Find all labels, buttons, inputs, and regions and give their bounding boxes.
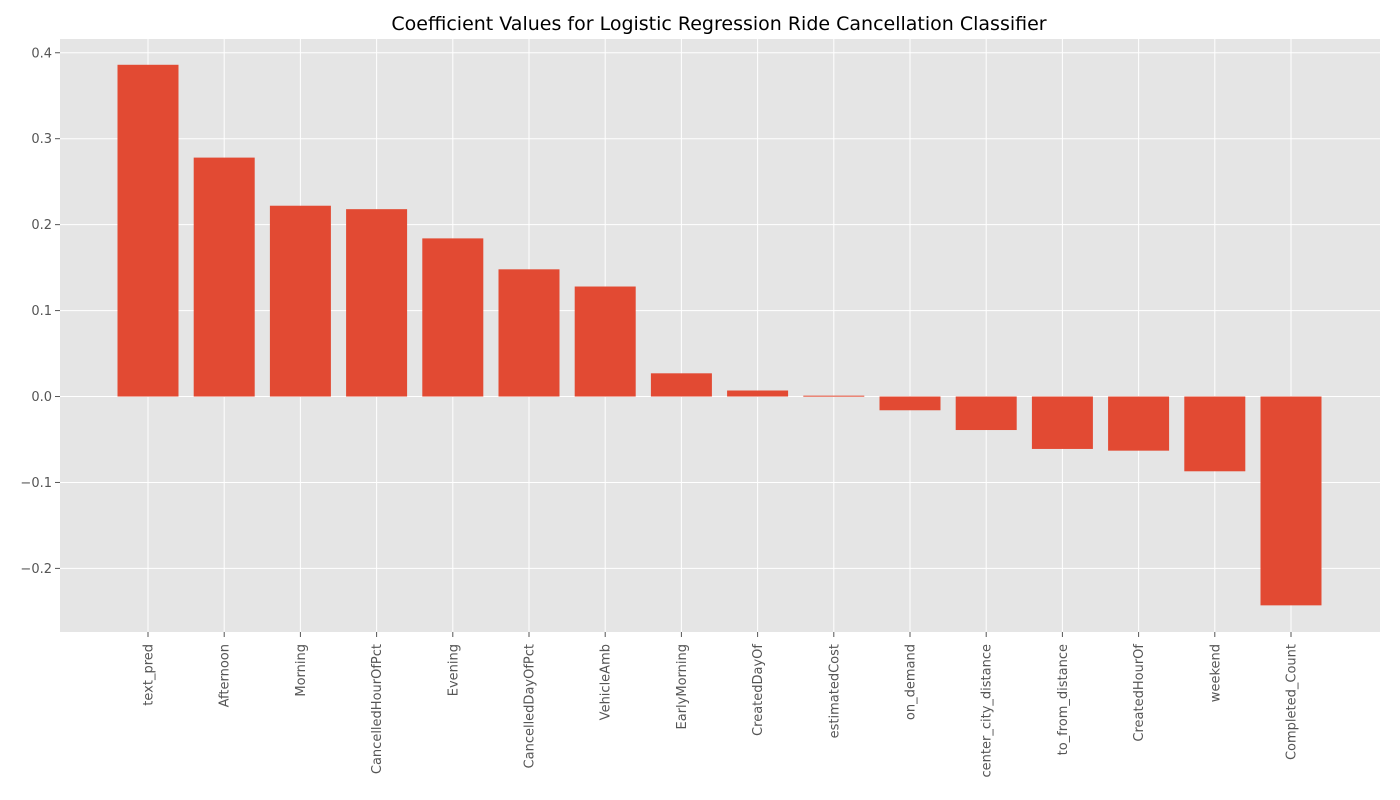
x-tick-label: Morning bbox=[294, 644, 309, 697]
bar-Morning bbox=[269, 205, 331, 397]
x-tick-label: text_pred bbox=[142, 644, 157, 706]
bar-Afternoon bbox=[193, 157, 255, 397]
bar-EarlyMorning bbox=[650, 373, 712, 397]
bar-Evening bbox=[422, 238, 484, 397]
bar-CreatedDayOf bbox=[727, 390, 789, 397]
x-tick-label: CreatedHourOf bbox=[1132, 644, 1147, 742]
bar-estimatedCost bbox=[803, 395, 865, 397]
bar-center_city_distance bbox=[955, 396, 1017, 431]
y-tick-label: 0.0 bbox=[31, 390, 52, 405]
bar-CancelledHourOfPct bbox=[346, 209, 408, 397]
bar-weekend bbox=[1184, 396, 1246, 472]
x-tick-label: on_demand bbox=[904, 644, 919, 720]
x-tick-label: estimatedCost bbox=[827, 644, 842, 738]
x-tick-label: center_city_distance bbox=[980, 644, 995, 777]
chart-title: Coefficient Values for Logistic Regressi… bbox=[391, 13, 1046, 35]
x-tick-label: CancelledHourOfPct bbox=[370, 644, 385, 774]
bar-VehicleAmb bbox=[574, 286, 636, 397]
x-tick-label: Evening bbox=[446, 644, 461, 696]
y-tick-label: 0.3 bbox=[31, 132, 52, 147]
plot-area bbox=[60, 39, 1380, 632]
x-tick-label: Completed_Count bbox=[1285, 644, 1300, 760]
y-tick-label: −0.2 bbox=[20, 562, 52, 577]
bar-text_pred bbox=[117, 64, 179, 397]
bar-to_from_distance bbox=[1031, 396, 1093, 449]
bar-Completed_Count bbox=[1260, 396, 1322, 606]
x-tick-label: VehicleAmb bbox=[599, 644, 614, 720]
x-tick-label: CreatedDayOf bbox=[751, 644, 766, 736]
y-tick-label: 0.4 bbox=[31, 46, 52, 61]
x-tick-label: EarlyMorning bbox=[675, 644, 690, 729]
x-tick-label: weekend bbox=[1208, 644, 1223, 702]
x-tick-label: to_from_distance bbox=[1056, 644, 1071, 755]
x-tick-label: CancelledDayOfPct bbox=[523, 644, 538, 768]
bar-CreatedHourOf bbox=[1108, 396, 1170, 451]
y-tick-label: 0.1 bbox=[31, 304, 52, 319]
y-tick-label: −0.1 bbox=[20, 476, 52, 491]
y-axis-ticks: −0.2 −0.1 0.0 0.1 0.2 0.3 0.4 bbox=[20, 46, 60, 577]
bar-CancelledDayOfPct bbox=[498, 269, 560, 397]
x-tick-label: Afternoon bbox=[218, 644, 233, 707]
x-axis-ticks: text_pred Afternoon Morning CancelledHourOf… bbox=[142, 632, 1300, 777]
bar-on_demand bbox=[879, 396, 941, 411]
y-tick-label: 0.2 bbox=[31, 218, 52, 233]
bars bbox=[117, 64, 1322, 606]
